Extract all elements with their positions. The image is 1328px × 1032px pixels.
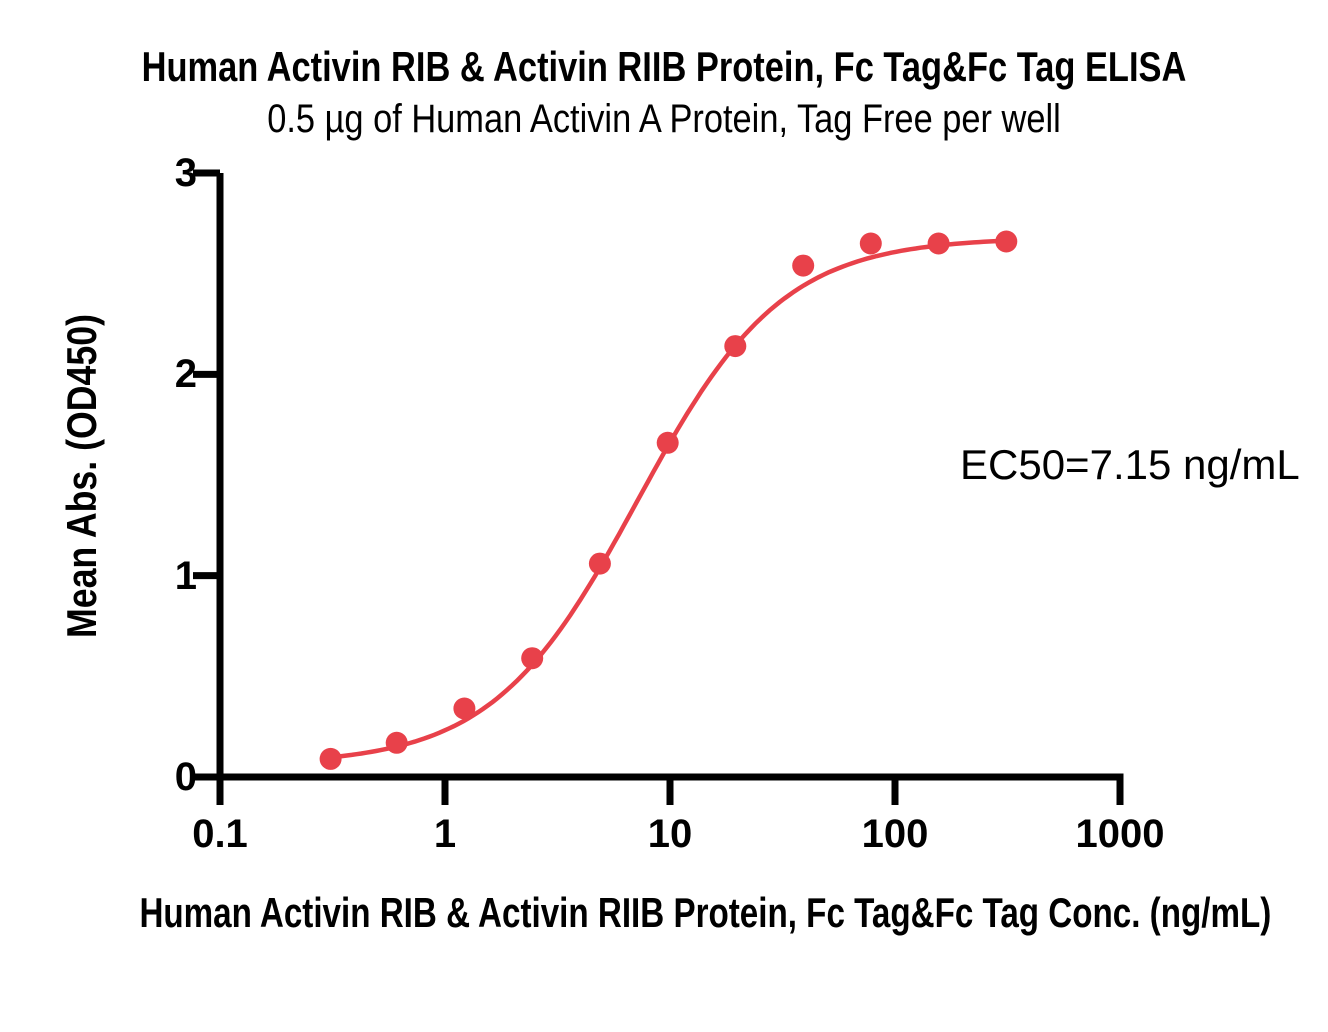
data-point bbox=[724, 335, 747, 358]
y-tick-label-0: 0 bbox=[174, 755, 197, 799]
y-tick-label-3: 3 bbox=[174, 151, 197, 195]
x-axis-title: Human Activin RIB & Activin RIIB Protein… bbox=[139, 889, 1272, 936]
chart-subtitle: 0.5 µg of Human Activin A Protein, Tag F… bbox=[267, 97, 1061, 141]
data-point bbox=[656, 431, 679, 454]
fit-curve bbox=[325, 238, 1011, 760]
data-point bbox=[385, 731, 408, 754]
y-tick-label-1: 1 bbox=[174, 554, 197, 598]
data-point bbox=[588, 552, 611, 575]
data-point bbox=[319, 747, 342, 770]
data-point bbox=[859, 232, 882, 255]
x-tick-label-100: 100 bbox=[861, 812, 929, 856]
ec50-annotation: EC50=7.15 ng/mL bbox=[960, 441, 1300, 488]
data-point bbox=[927, 232, 950, 255]
data-point bbox=[792, 254, 815, 277]
data-point bbox=[453, 697, 476, 720]
x-tick-label-1000: 1000 bbox=[1075, 812, 1165, 856]
data-point bbox=[995, 230, 1018, 253]
y-axis-title: Mean Abs. (OD450) bbox=[58, 313, 105, 639]
y-tick-label-2: 2 bbox=[174, 352, 197, 396]
chart-title: Human Activin RIB & Activin RIIB Protein… bbox=[141, 43, 1187, 90]
x-tick-label-10: 10 bbox=[647, 812, 693, 856]
data-point bbox=[521, 647, 544, 670]
x-tick-label-0.1: 0.1 bbox=[192, 812, 248, 856]
x-tick-label-1: 1 bbox=[433, 812, 457, 856]
